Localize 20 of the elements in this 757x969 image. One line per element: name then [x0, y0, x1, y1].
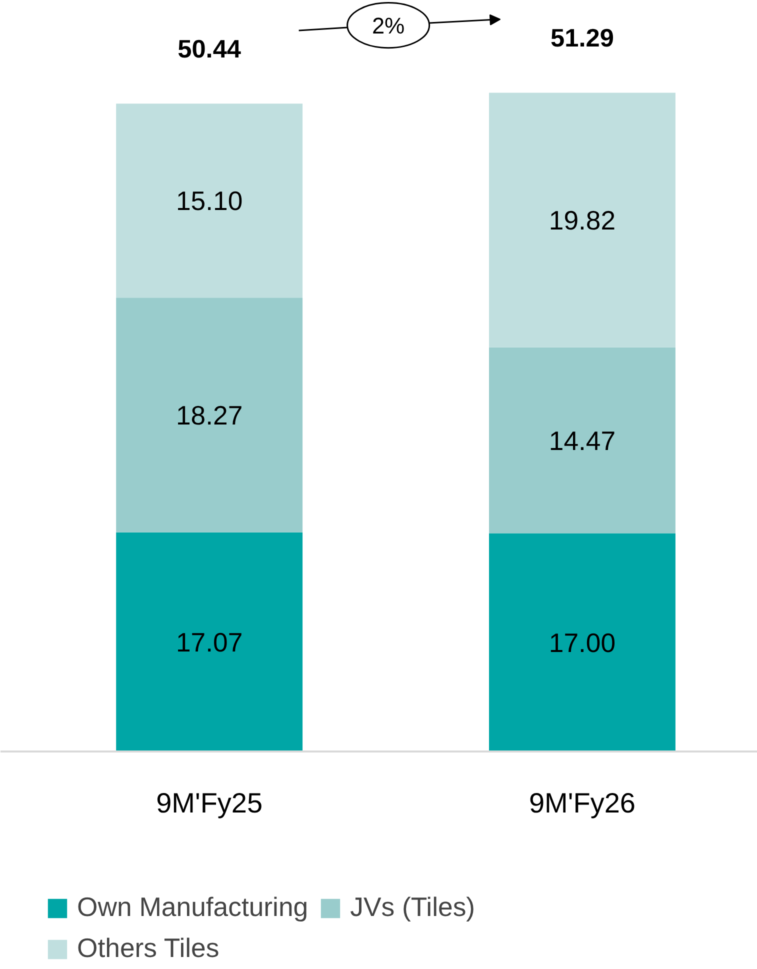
text: 2%: [372, 12, 405, 38]
x-tick-label: 9M'Fy26: [528, 788, 636, 819]
legend-label: Others Tiles: [77, 933, 220, 964]
total-label: 50.44: [178, 36, 242, 64]
bar: [116, 104, 303, 298]
bar: [489, 92, 676, 348]
bar: [116, 532, 303, 752]
bar: [489, 533, 676, 752]
x-tick-label: 9M'Fy25: [156, 788, 263, 819]
data-label: 18.27: [176, 400, 243, 431]
legend-label: Own Manufacturing: [77, 892, 308, 923]
data-label: 17.07: [176, 628, 243, 658]
data-label: 17.00: [548, 628, 616, 658]
legend-label: JVs (Tiles): [350, 892, 476, 923]
data-label: 19.82: [548, 206, 616, 236]
bar: [116, 298, 303, 532]
data-label: 14.47: [548, 426, 616, 456]
bar: [489, 347, 676, 534]
total-label: 51.29: [550, 24, 614, 53]
data-label: 15.10: [176, 186, 243, 216]
